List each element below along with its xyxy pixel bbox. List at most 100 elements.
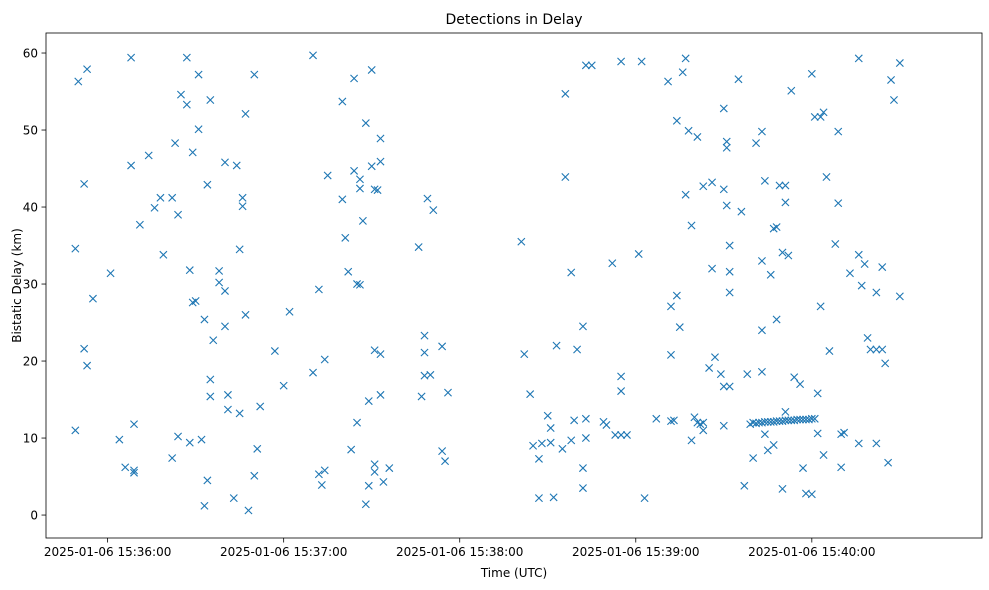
data-point [617, 372, 626, 381]
data-point [711, 353, 719, 362]
data-point [546, 438, 555, 447]
data-point [121, 463, 130, 472]
data-point [200, 501, 209, 510]
data-point [256, 402, 265, 411]
data-point [353, 280, 362, 289]
data-point [719, 185, 728, 194]
data-point [617, 57, 626, 66]
data-point [693, 132, 702, 141]
data-point [887, 75, 896, 84]
data-point [834, 199, 843, 208]
data-point [895, 292, 904, 301]
data-point [174, 210, 183, 219]
y-tick-label: 20 [23, 354, 38, 368]
data-point [895, 59, 904, 68]
data-point [578, 322, 587, 331]
data-point [872, 288, 881, 297]
data-point [807, 490, 816, 499]
data-point [699, 418, 708, 427]
data-point [443, 388, 452, 397]
data-point [722, 137, 731, 146]
data-point [130, 420, 139, 429]
data-point [534, 494, 543, 503]
data-point [552, 341, 561, 350]
x-tick-label: 2025-01-06 15:37:00 [220, 545, 347, 559]
data-point [159, 250, 168, 259]
data-point [561, 89, 570, 98]
data-point [760, 176, 769, 185]
y-tick: 20 [23, 354, 46, 368]
data-point [854, 439, 863, 448]
data-point [223, 390, 232, 399]
data-point [361, 500, 370, 509]
data-point [220, 158, 229, 167]
data-point [581, 61, 590, 70]
data-point [364, 481, 373, 490]
data-point [737, 207, 746, 216]
data-point [130, 468, 139, 477]
data-point [174, 432, 183, 441]
data-point [191, 296, 200, 305]
y-tick-label: 60 [23, 46, 38, 60]
chart-title: Detections in Delay [445, 12, 582, 28]
data-point [197, 435, 206, 444]
data-point [845, 269, 854, 278]
y-tick: 10 [23, 431, 46, 445]
data-point [778, 484, 787, 493]
data-point [719, 104, 728, 113]
data-point [834, 127, 843, 136]
data-point [203, 476, 212, 485]
data-point [567, 436, 576, 445]
data-point [238, 193, 247, 202]
data-point [215, 278, 224, 287]
data-point [772, 223, 781, 232]
data-point [675, 323, 684, 332]
y-tick: 30 [23, 277, 46, 291]
data-point [441, 457, 450, 466]
data-point [115, 435, 124, 444]
data-points [71, 51, 904, 515]
data-point [417, 392, 426, 401]
data-point [127, 161, 136, 170]
y-tick-label: 40 [23, 200, 38, 214]
y-tick-label: 50 [23, 123, 38, 137]
data-point [223, 405, 232, 414]
data-point [725, 267, 734, 276]
data-point [740, 481, 749, 490]
data-point [719, 382, 728, 391]
data-point [573, 345, 582, 354]
data-point [355, 184, 364, 193]
data-point [373, 186, 382, 195]
data-point [716, 370, 725, 379]
data-point [810, 112, 819, 121]
data-point [581, 414, 590, 423]
data-point [314, 470, 323, 479]
data-point [241, 310, 250, 319]
data-point [350, 74, 359, 83]
data-point [549, 493, 558, 502]
data-point [775, 181, 784, 190]
data-point [543, 411, 552, 420]
y-tick-label: 30 [23, 277, 38, 291]
data-point [235, 245, 244, 254]
data-point [581, 434, 590, 443]
data-point [420, 348, 429, 357]
data-point [361, 119, 370, 128]
data-point [769, 440, 778, 449]
data-point [194, 125, 203, 134]
data-point [309, 368, 317, 377]
data-point [749, 418, 758, 427]
data-point [863, 333, 872, 342]
data-point [188, 148, 197, 157]
data-point [825, 347, 834, 356]
data-point [83, 361, 92, 370]
x-tick: 2025-01-06 15:36:00 [44, 538, 171, 559]
data-point [546, 424, 555, 433]
data-point [766, 270, 775, 279]
data-point [353, 418, 362, 427]
data-point [376, 157, 385, 166]
data-point [734, 75, 743, 84]
data-point [681, 190, 690, 199]
data-point [699, 182, 708, 191]
data-point [608, 259, 617, 268]
